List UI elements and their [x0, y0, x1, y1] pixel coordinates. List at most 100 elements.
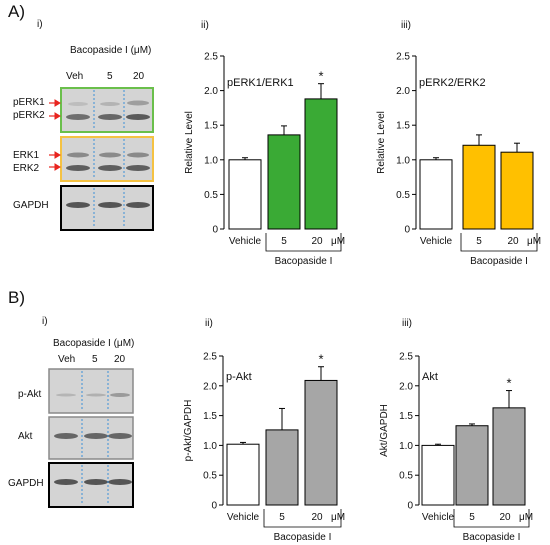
- chart-Biii-y-tick-label: 1.0: [399, 441, 413, 452]
- blot-perk-strip: [60, 87, 154, 133]
- chart-Bii-sub-label: ii): [205, 318, 213, 329]
- blot-akt-strip: [48, 416, 134, 460]
- chart-Aii-y-tick-label: 2.5: [204, 52, 218, 63]
- chart-Biii-y-tick-label: 0.5: [399, 471, 413, 482]
- blot-row-label-perk1: pERK1: [13, 97, 45, 108]
- chart-Bii-bar: [265, 429, 299, 506]
- chart-Aii-title: pERK1/ERK1: [227, 77, 294, 89]
- blot-row-label-gapdh-b: GAPDH: [8, 478, 44, 489]
- chart-Aii-significance-star: *: [318, 69, 323, 84]
- chart-Bii-title: p-Akt: [226, 371, 252, 383]
- chart-Aiii-x-label-20: 20: [507, 236, 519, 247]
- chart-Biii-bar: [492, 407, 526, 506]
- panel-label-b: B): [8, 288, 25, 307]
- chart-Bii-y-tick-label: 1.0: [203, 441, 217, 452]
- chart-Aii-x-label-20: 20: [311, 236, 323, 247]
- chart-Bii-y-tick-label: 2.0: [203, 381, 217, 392]
- blot-row-label-gapdh-a: GAPDH: [13, 200, 49, 211]
- blot-a-lane-veh: Veh: [66, 71, 84, 82]
- chart-Biii-x-label-vehicle: Vehicle: [422, 512, 455, 523]
- chart-Bii-y-tick-label: 1.5: [203, 411, 217, 422]
- blot-b-lane-veh: Veh: [58, 354, 76, 365]
- blot-gapdh-strip-b: [48, 462, 134, 508]
- chart-Biii-x-label-20: 20: [499, 512, 511, 523]
- chart-Aiii-sub-label: iii): [401, 20, 411, 31]
- chart-Bii-x-label-5: 5: [279, 512, 285, 523]
- chart-Biii-y-tick-label: 2.0: [399, 381, 413, 392]
- chart-Aiii-y-tick-label: 1.0: [396, 155, 410, 166]
- chart-Aii-y-tick-label: 0.5: [204, 190, 218, 201]
- chart-Aiii-title: pERK2/ERK2: [419, 77, 486, 89]
- chart-Bii-y-label: p-Akt/GAPDH: [183, 400, 194, 462]
- blot-arrows-perk: [49, 99, 61, 120]
- chart-Bii-y-tick-label: 0: [211, 501, 217, 512]
- chart-Biii-y-tick-label: 1.5: [399, 411, 413, 422]
- chart-Aii-y-tick-label: 0: [212, 225, 218, 236]
- blot-a-treatment-label: Bacopaside I (μM): [70, 45, 152, 56]
- chart-Bii-x-unit: μM: [331, 512, 345, 523]
- blot-row-label-akt: Akt: [18, 431, 33, 442]
- chart-Aiii-bar: [500, 151, 534, 230]
- chart-Aiii-x-label-vehicle: Vehicle: [420, 236, 453, 247]
- blot-a-lane-20: 20: [133, 71, 145, 82]
- chart-Aii-y-tick-label: 1.5: [204, 121, 218, 132]
- chart-Aiii-y-tick-label: 1.5: [396, 121, 410, 132]
- chart-Aii-y-tick-label: 1.0: [204, 155, 218, 166]
- chart-Aii-bar: [228, 159, 262, 230]
- blot-erk-strip: [60, 136, 154, 182]
- chart-Aii-group-label: Bacopaside I: [275, 256, 333, 267]
- chart-Aiii-x-label-5: 5: [476, 236, 482, 247]
- blot-a-lane-5: 5: [107, 71, 113, 82]
- chart-Aii-x-label-vehicle: Vehicle: [229, 236, 262, 247]
- chart-Bii-bar: [304, 379, 338, 506]
- panel-a-i-label: i): [37, 19, 43, 30]
- chart-Aiii-x-unit: μM: [527, 236, 541, 247]
- chart-Aiii-y-tick-label: 2.0: [396, 86, 410, 97]
- chart-Bii-group-label: Bacopaside I: [274, 532, 332, 543]
- chart-Biii-bar: [455, 425, 489, 506]
- chart-Aiii-y-tick-label: 0.5: [396, 190, 410, 201]
- chart-Biii-bar: [421, 444, 455, 506]
- blot-b-lane-5: 5: [92, 354, 98, 365]
- chart-Aii-y-tick-label: 2.0: [204, 86, 218, 97]
- chart-Aii-sub-label: ii): [201, 20, 209, 31]
- chart-Aiii-group-label: Bacopaside I: [470, 256, 528, 267]
- chart-Biii-x-label-5: 5: [469, 512, 475, 523]
- chart-Aii-x-label-5: 5: [281, 236, 287, 247]
- chart-Biii-y-tick-label: 0: [407, 501, 413, 512]
- blot-pakt-strip: [48, 368, 134, 414]
- blot-gapdh-strip-a: [60, 185, 154, 231]
- blot-b-treatment-label: Bacopaside I (μM): [53, 338, 135, 349]
- chart-Bii-x-label-vehicle: Vehicle: [227, 512, 260, 523]
- blot-row-label-perk2: pERK2: [13, 110, 45, 121]
- chart-Aiii-y-label: Relative Level: [376, 111, 387, 174]
- chart-Aii-bar: [267, 134, 301, 230]
- chart-Aii-x-unit: μM: [331, 236, 345, 247]
- chart-Biii-y-tick-label: 2.5: [399, 352, 413, 363]
- chart-Biii-sub-label: iii): [402, 318, 412, 329]
- chart-Aii-bar: [304, 98, 338, 230]
- chart-Aiii-y-tick-label: 0: [404, 225, 410, 236]
- chart-Aiii-y-tick-label: 2.5: [396, 52, 410, 63]
- blot-row-label-erk2: ERK2: [13, 163, 40, 174]
- chart-Bii-y-tick-label: 2.5: [203, 352, 217, 363]
- chart-Aii-group-bracket: [265, 233, 342, 252]
- blot-arrows-erk: [49, 151, 61, 171]
- chart-Aiii-group-bracket: [460, 233, 538, 252]
- chart-Biii-group-label: Bacopaside I: [463, 532, 521, 543]
- chart-Biii-y-label: Akt/GAPDH: [379, 404, 390, 457]
- chart-Aiii-bar: [462, 144, 496, 230]
- chart-Bii-x-label-20: 20: [311, 512, 323, 523]
- blot-b-lane-20: 20: [114, 354, 126, 365]
- chart-Bii-significance-star: *: [318, 352, 323, 367]
- chart-Biii-x-unit: μM: [519, 512, 533, 523]
- chart-Bii-y-tick-label: 0.5: [203, 471, 217, 482]
- chart-Biii-group-bracket: [453, 509, 530, 528]
- panel-b-i-label: i): [42, 316, 48, 327]
- blot-row-label-pakt: p-Akt: [18, 389, 42, 400]
